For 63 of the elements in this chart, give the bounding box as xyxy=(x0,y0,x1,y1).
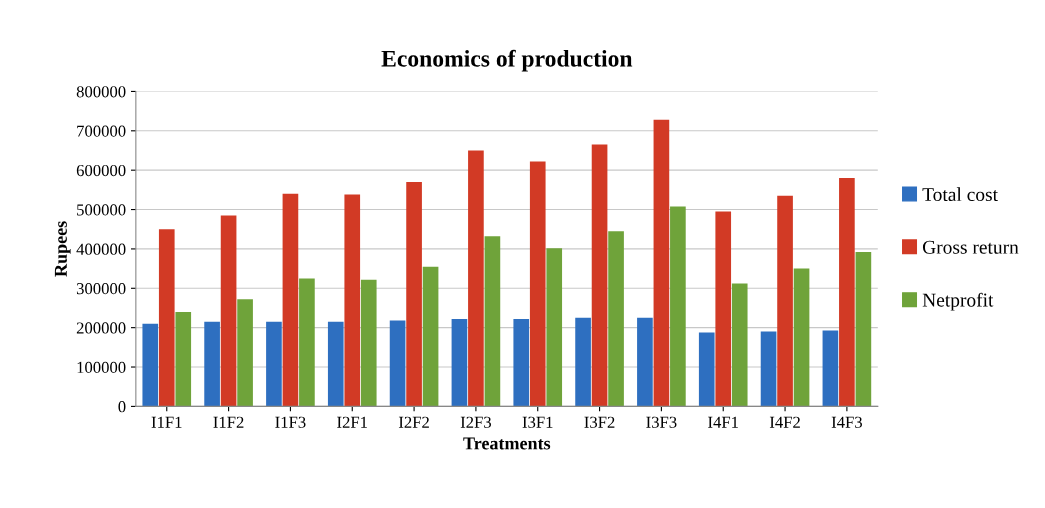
bar xyxy=(591,144,608,407)
x-tick-label: I3F3 xyxy=(646,416,677,428)
x-tick-label: I4F2 xyxy=(769,416,800,428)
x-tick-label: I2F1 xyxy=(337,416,367,428)
y-axis-title: Rupees xyxy=(54,221,71,277)
bar xyxy=(715,211,732,407)
bar xyxy=(422,266,439,407)
bar xyxy=(237,299,253,407)
x-axis-title: Treatments xyxy=(463,437,551,450)
bar xyxy=(389,320,406,407)
x-tick-label: I1F3 xyxy=(275,416,306,428)
bar xyxy=(282,193,299,407)
bar xyxy=(777,195,793,407)
y-tick-label: 800000 xyxy=(76,86,126,98)
bar xyxy=(451,319,468,407)
bar xyxy=(529,161,546,407)
y-tick-label: 400000 xyxy=(76,243,126,255)
legend-label: Total cost xyxy=(922,187,998,202)
x-tick-label: I3F2 xyxy=(584,416,615,428)
y-tick-label: 100000 xyxy=(77,361,126,373)
bar xyxy=(546,248,563,407)
x-tick-label: I4F1 xyxy=(708,416,738,428)
bar xyxy=(575,317,591,407)
bar xyxy=(220,215,237,407)
y-tick-label: 200000 xyxy=(76,322,126,334)
bar xyxy=(670,206,686,407)
bar xyxy=(855,252,872,407)
bar xyxy=(175,311,192,407)
y-tick-label: 600000 xyxy=(76,164,126,177)
bar xyxy=(142,323,159,407)
y-tick-label: 700000 xyxy=(77,125,126,137)
chart-title: Economics of production xyxy=(381,49,633,72)
bar xyxy=(608,231,624,407)
x-tick-label: I1F1 xyxy=(151,416,182,428)
legend-label: Gross return xyxy=(922,240,1019,254)
x-tick-label: I2F3 xyxy=(460,416,491,428)
x-tick-label: I1F2 xyxy=(213,416,244,428)
bar xyxy=(822,330,839,407)
bar xyxy=(299,278,315,407)
y-tick-label: 300000 xyxy=(76,282,126,295)
bar xyxy=(327,321,344,407)
legend-label: Netprofit xyxy=(922,292,994,311)
bar xyxy=(760,331,777,407)
bar xyxy=(513,319,530,407)
bar xyxy=(653,119,670,407)
bar xyxy=(158,229,175,407)
bar xyxy=(344,194,361,407)
bar xyxy=(266,321,282,407)
bar xyxy=(793,268,810,407)
bar xyxy=(468,150,484,407)
bar xyxy=(360,279,377,407)
bar xyxy=(637,317,653,407)
bar xyxy=(698,332,715,407)
y-tick-label: 500000 xyxy=(77,204,126,216)
bar xyxy=(839,178,855,407)
bar xyxy=(204,321,220,407)
x-tick-label: I2F2 xyxy=(398,416,429,428)
x-tick-label: I3F1 xyxy=(522,416,553,428)
bar xyxy=(484,236,501,407)
bar xyxy=(731,283,748,407)
y-tick-label: 0 xyxy=(118,401,126,413)
x-tick-label: I4F3 xyxy=(831,416,862,428)
bar xyxy=(406,181,422,407)
